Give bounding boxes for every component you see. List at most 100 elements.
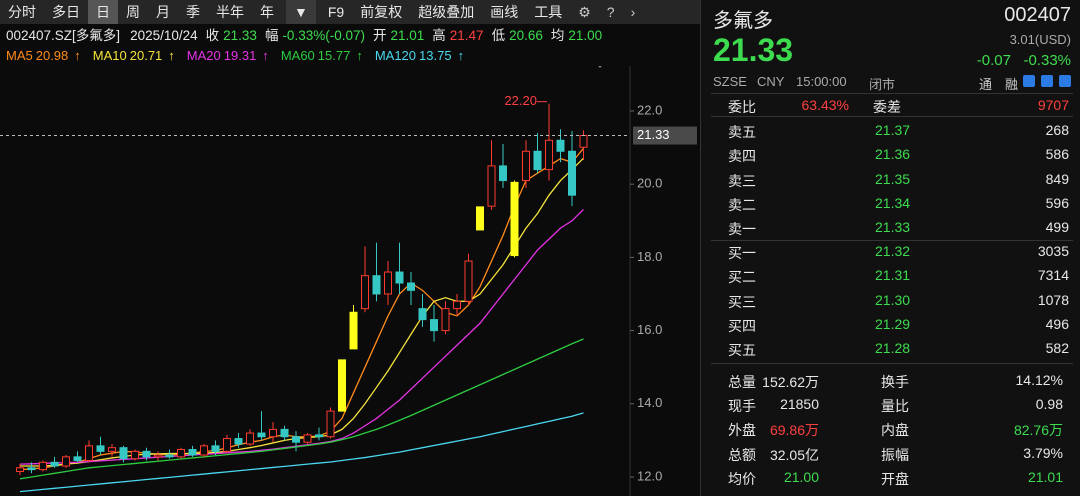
field-label: 低	[491, 28, 506, 43]
candle-body	[372, 275, 381, 295]
tab[interactable]: 多日	[52, 4, 80, 20]
candle-body	[85, 445, 93, 462]
high-marker-label: 22.20	[504, 93, 537, 108]
level-name: 卖二	[728, 196, 756, 213]
level-price: 21.34	[875, 194, 911, 211]
candle-body	[27, 467, 36, 471]
level-price: 21.35	[875, 170, 911, 187]
stat-label: 外盘	[728, 422, 756, 439]
candle-body	[234, 438, 243, 445]
stat-label: 总额	[728, 446, 756, 463]
stat-label: 振幅	[881, 446, 909, 463]
ratio-label: 委比	[728, 99, 756, 115]
level-price: 21.28	[875, 340, 911, 357]
legend-trend: ↑	[356, 48, 363, 63]
tab[interactable]: 日	[88, 0, 118, 24]
info-bar: 002407.SZ[多氟多] 2025/10/24 收 21.33 幅 -0.33%(-0…	[6, 26, 696, 46]
tool-button[interactable]: 超级叠加	[418, 4, 475, 20]
tool-icon[interactable]	[1059, 75, 1071, 87]
separator	[711, 240, 1073, 241]
level-name: 卖三	[728, 172, 756, 189]
stat-value: 152.62万	[762, 374, 819, 390]
tool-icon[interactable]: ⚙	[578, 4, 591, 20]
stat-label: 现手	[728, 398, 756, 415]
tab[interactable]: 分时	[8, 4, 36, 20]
tab[interactable]: 月	[156, 4, 170, 20]
tool-icon[interactable]: ?	[606, 4, 615, 20]
ma-line	[20, 157, 584, 467]
collapse-icon[interactable]	[593, 66, 607, 68]
tool-button[interactable]: 工具	[534, 4, 563, 20]
candle-body	[568, 150, 576, 196]
tool-button[interactable]: F9	[327, 4, 345, 20]
level-volume: 268	[1045, 122, 1069, 138]
candle-body	[510, 181, 519, 257]
quote-panel: 多氟多 002407 21.33 3.01(USD) -0.07 -0.33% SZSE CN…	[700, 0, 1080, 496]
candle-body	[200, 445, 208, 456]
candle-body	[292, 436, 300, 443]
tag: 通	[979, 77, 993, 92]
level-name: 卖四	[728, 148, 756, 165]
candle-body	[464, 260, 473, 302]
market-info: 闭市	[869, 77, 896, 92]
stat-label: 总量	[728, 374, 756, 390]
tab[interactable]: 年	[260, 4, 274, 20]
legend-name: MA60	[280, 48, 315, 63]
candle-body	[188, 449, 197, 456]
legend-name: MA10	[92, 48, 127, 63]
y-tick-label: 14.0	[637, 395, 662, 410]
level-volume: 7314	[1037, 267, 1069, 284]
legend-trend: ↑	[457, 48, 465, 63]
tool-icon[interactable]: ›	[630, 4, 636, 20]
stock-code: 002407.SZ[多氟多]	[6, 28, 121, 43]
candle-body	[487, 165, 496, 207]
candle-body	[16, 467, 24, 472]
candle-body	[395, 271, 404, 284]
tool-button[interactable]: 画线	[490, 4, 519, 20]
separator	[711, 116, 1073, 117]
candle-body	[211, 445, 220, 452]
diff-value: 9707	[1037, 97, 1069, 113]
candle-body	[315, 434, 323, 438]
level-price: 21.33	[875, 219, 911, 236]
tab[interactable]: 半年	[216, 4, 244, 20]
dropdown[interactable]: ▼	[286, 0, 316, 24]
level-price: 21.32	[875, 243, 911, 259]
stock-name: 多氟多	[713, 10, 773, 32]
level-price: 21.36	[875, 146, 911, 163]
level-volume: 1078	[1037, 291, 1069, 308]
candle-body	[39, 461, 47, 471]
tool-icon[interactable]	[1041, 75, 1053, 87]
field-value: -0.33%(-0.07)	[282, 28, 365, 43]
candle-body	[142, 450, 151, 458]
legend-trend: ↑	[168, 48, 175, 63]
chart: 12.0 14.0 16.0 18.0 20.0 22.0 21.33 22.20	[0, 66, 697, 496]
candle-body	[453, 300, 461, 310]
market-info: 15:00:00	[796, 74, 847, 89]
usd-price: 3.01(USD)	[1009, 32, 1071, 47]
candle-body	[165, 454, 174, 458]
candle-body	[533, 150, 542, 171]
market-info: SZSE	[713, 74, 747, 89]
candle-body	[257, 432, 266, 438]
field-value: 21.33	[223, 28, 257, 43]
tab[interactable]: 周	[126, 4, 140, 20]
tool-icon[interactable]	[1023, 75, 1035, 87]
candle-body	[280, 428, 289, 438]
candle-body	[177, 449, 185, 458]
level-name: 买四	[728, 317, 756, 334]
candle-body	[545, 139, 553, 171]
candle-body	[326, 410, 335, 438]
level-price: 21.29	[875, 315, 911, 332]
tool-button[interactable]: 前复权	[360, 4, 403, 20]
candle-body	[96, 445, 105, 452]
candle-body	[384, 271, 392, 295]
candle-body	[579, 135, 588, 148]
candle-body	[62, 456, 70, 467]
level-volume: 3035	[1037, 243, 1069, 259]
candle-body	[246, 432, 254, 445]
legend-name: MA5	[6, 48, 33, 63]
tab[interactable]: 季	[186, 4, 200, 20]
diff-label: 委差	[873, 99, 901, 115]
stat-value: 32.05亿	[769, 446, 819, 463]
